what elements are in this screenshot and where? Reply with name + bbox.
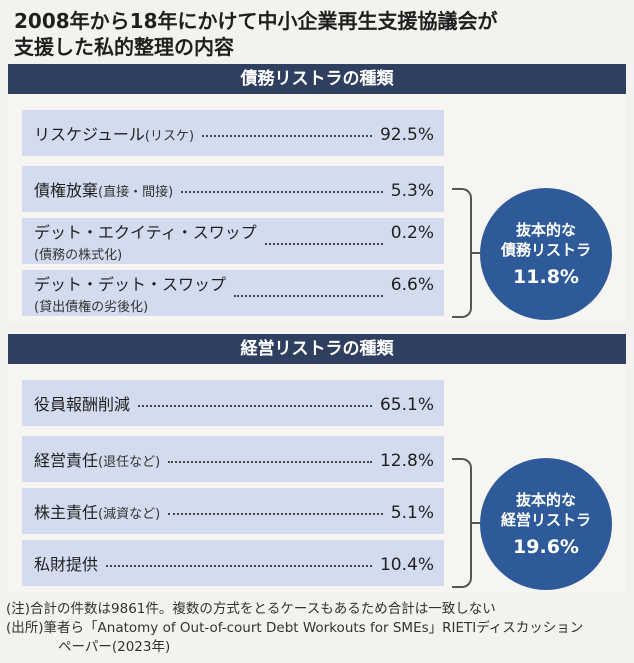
source-line-1: (出所)筆者ら「Anatomy of Out-of-court Debt Wor… — [6, 620, 584, 636]
row-label: 債権放棄 — [34, 181, 99, 200]
debt-section-header: 債務リストラの種類 — [8, 64, 626, 94]
mgmt-bracket-tip — [470, 522, 480, 524]
row-value: 5.1% — [390, 503, 434, 523]
management-restructuring-section: 経営リストラの種類 役員報酬削減 65.1% 経営責任 (退任など) 12.8%… — [8, 334, 626, 592]
mgmt-row-private-assets: 私財提供 10.4% — [22, 540, 444, 586]
row-sub: (債務の株式化) — [34, 248, 123, 263]
debt-section-body: リスケジュール (リスケ) 92.5% 債権放棄 (直接・間接) 5.3% デッ… — [8, 94, 626, 322]
debt-bracket — [452, 188, 472, 318]
row-label: 株主責任 — [34, 503, 99, 522]
leader-dots — [168, 461, 372, 463]
mgmt-row-shareholder-responsibility: 株主責任 (減資など) 5.1% — [22, 488, 444, 534]
row-sub: (貸出債権の劣後化) — [34, 300, 149, 315]
row-label: リスケジュール — [34, 125, 145, 144]
chart-title: 2008年から18年にかけて中小企業再生支援協議会が 支援した私的整理の内容 — [14, 8, 624, 60]
row-value: 65.1% — [379, 395, 434, 415]
leader-dots — [138, 405, 372, 407]
mgmt-summary-circle: 抜本的な 経営リストラ 19.6% — [480, 458, 612, 590]
row-label: デット・デット・スワップ — [34, 275, 227, 294]
notes-block: (注)合計の件数は9861件。複数の方式をとるケースもあるため合計は一致しない … — [6, 600, 630, 657]
circle-line-2: 経営リストラ — [500, 511, 591, 529]
row-value: 6.6% — [390, 275, 434, 295]
row-sub: (退任など) — [98, 455, 161, 470]
circle-line-2: 債務リストラ — [500, 241, 591, 259]
mgmt-section-header: 経営リストラの種類 — [8, 334, 626, 364]
leader-dots — [106, 565, 372, 567]
row-label: デット・エクイティ・スワップ — [34, 223, 257, 242]
row-label: 私財提供 — [34, 555, 99, 574]
row-value: 92.5% — [379, 125, 434, 145]
debt-bracket-tip — [470, 252, 480, 254]
row-label: 役員報酬削減 — [34, 395, 131, 414]
circle-line-1: 抜本的な — [515, 491, 576, 509]
circle-value: 19.6% — [513, 536, 579, 558]
mgmt-row-pay-cut: 役員報酬削減 65.1% — [22, 380, 444, 426]
leader-dots — [264, 243, 383, 245]
row-label: 経営責任 — [34, 451, 99, 470]
leader-dots — [202, 135, 372, 137]
row-value: 12.8% — [379, 451, 434, 471]
row-value: 10.4% — [379, 555, 434, 575]
mgmt-section-body: 役員報酬削減 65.1% 経営責任 (退任など) 12.8% 株主責任 (減資な… — [8, 364, 626, 592]
row-value: 5.3% — [390, 181, 434, 201]
row-value: 0.2% — [390, 223, 434, 243]
source-line-2: ペーパー(2023年) — [58, 639, 171, 655]
leader-dots — [181, 191, 383, 193]
row-sub: (直接・間接) — [98, 185, 174, 200]
circle-value: 11.8% — [513, 266, 579, 288]
debt-row-des: デット・エクイティ・スワップ (債務の株式化) 0.2% — [22, 218, 444, 264]
debt-summary-circle: 抜本的な 債務リストラ 11.8% — [480, 188, 612, 320]
debt-row-forgiveness: 債権放棄 (直接・間接) 5.3% — [22, 166, 444, 212]
title-line-2: 支援した私的整理の内容 — [14, 35, 234, 59]
debt-row-dds: デット・デット・スワップ (貸出債権の劣後化) 6.6% — [22, 270, 444, 316]
leader-dots — [234, 295, 383, 297]
title-line-1: 2008年から18年にかけて中小企業再生支援協議会が — [14, 9, 498, 33]
leader-dots — [168, 513, 383, 515]
row-sub: (減資など) — [98, 507, 161, 522]
mgmt-row-management-responsibility: 経営責任 (退任など) 12.8% — [22, 436, 444, 482]
debt-row-reschedule: リスケジュール (リスケ) 92.5% — [22, 110, 444, 156]
row-sub: (リスケ) — [144, 129, 195, 144]
circle-line-1: 抜本的な — [515, 221, 576, 239]
footnote: (注)合計の件数は9861件。複数の方式をとるケースもあるため合計は一致しない — [6, 601, 496, 617]
debt-restructuring-section: 債務リストラの種類 リスケジュール (リスケ) 92.5% 債権放棄 (直接・間… — [8, 64, 626, 322]
mgmt-bracket — [452, 458, 472, 588]
